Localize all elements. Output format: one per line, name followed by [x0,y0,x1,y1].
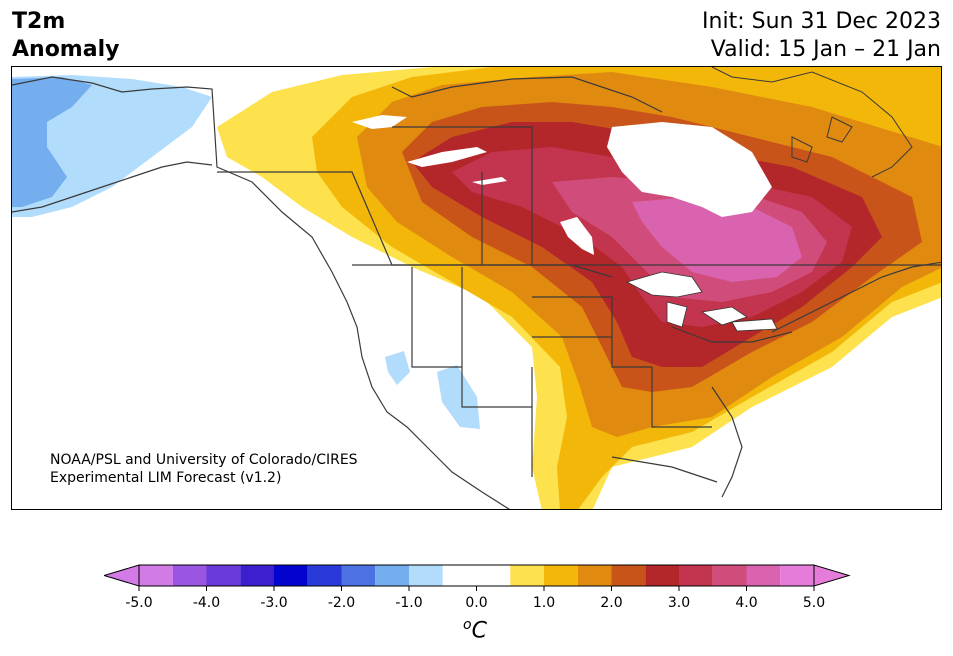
colorbar-segment [206,565,241,586]
credit-line-1: NOAA/PSL and University of Colorado/CIRE… [50,452,358,468]
map-canvas: NOAA/PSL and University of Colorado/CIRE… [12,67,941,509]
unit-degree: o [463,617,472,633]
colorbar-segment [240,565,274,586]
colorbar-segment [544,565,578,586]
cold-spot-arizona [437,365,480,429]
cold-spot-california [385,351,410,385]
colorbar-under-arrow [102,564,140,587]
title-line-2: Anomaly [12,37,120,62]
init-date: Init: Sun 31 Dec 2023 [702,9,941,34]
colorbar-tick-label: -2.0 [328,595,355,611]
colorbar-segment [139,565,173,586]
colorbar-segment [746,565,781,586]
credit-box: NOAA/PSL and University of Colorado/CIRE… [50,452,358,486]
anomaly-map: NOAA/PSL and University of Colorado/CIRE… [11,66,942,510]
date-info: Init: Sun 31 Dec 2023 Valid: 15 Jan – 21… [702,8,941,64]
colorbar-segment [172,565,207,586]
credit-line-2: Experimental LIM Forecast (v1.2) [50,470,282,486]
valid-range: Valid: 15 Jan – 21 Jan [710,37,941,62]
colorbar-segment [712,565,747,586]
arctic-islands [711,67,913,178]
colorbar-segment [645,565,679,586]
colorbar-tick-label: 1.0 [533,595,555,611]
great-slave-lake [407,147,487,167]
warm-band-40 [632,197,802,282]
colorbar-svg: -5.0 -4.0 -3.0 -2.0 -1.0 0.0 1.0 2.0 3.0 4.0 5.0 [102,564,851,611]
lake-winnipeg [560,217,594,255]
colorbar-tick-label: 4.0 [735,595,757,611]
great-bear-lake [352,115,407,129]
colorbar-segment [577,565,612,586]
colorbar-segment [442,565,511,586]
colorbar-segment [510,565,544,586]
cold-anomaly-mid [12,77,92,207]
colorbar-segment [375,565,409,586]
lake-athabasca [472,177,507,185]
map-title: T2m Anomaly [12,8,119,64]
great-lakes [625,271,778,332]
colorbar-segment [307,565,342,586]
colorbar-segment [341,565,376,586]
colorbar-tick-label: -5.0 [125,595,152,611]
colorbar-segment [780,565,814,586]
hudson-bay [607,122,772,217]
colorbar-over-arrow [813,564,851,587]
colorbar: -5.0 -4.0 -3.0 -2.0 -1.0 0.0 1.0 2.0 3.0 4.0 5.0 [102,564,854,620]
colorbar-segment [274,565,308,586]
colorbar-tick-label: -3.0 [260,595,287,611]
colorbar-tick-label: 2.0 [600,595,622,611]
colorbar-segment [409,565,443,586]
colorbar-tick-label: 3.0 [668,595,690,611]
title-line-1: T2m [12,9,66,34]
colorbar-segment [679,565,713,586]
colorbar-unit: oC [463,617,487,643]
colorbar-tick-label: -4.0 [193,595,220,611]
unit-letter: C [471,618,487,644]
colorbar-tick-label: 5.0 [803,595,825,611]
boundaries [12,76,941,509]
colorbar-tick-label: 0.0 [465,595,487,611]
colorbar-tick-label: -1.0 [395,595,422,611]
colorbar-segment [611,565,646,586]
